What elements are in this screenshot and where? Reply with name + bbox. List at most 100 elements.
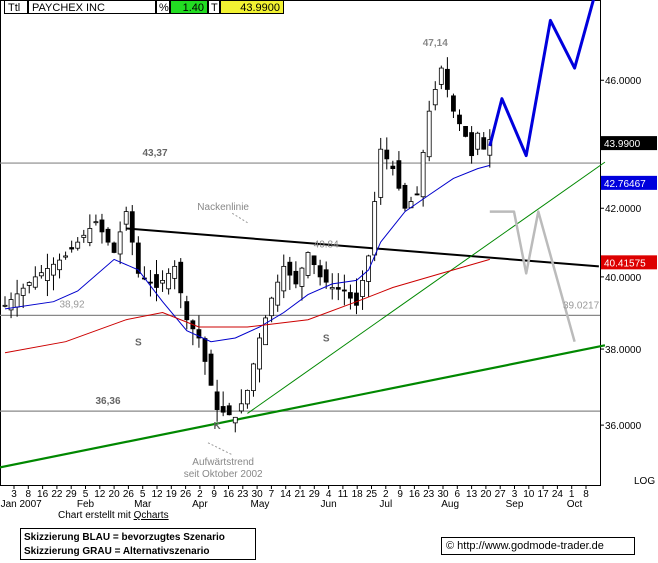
site-url: http://www.godmode-trader.de (457, 540, 604, 552)
scenario-legend: Skizzierung BLAU = bevorzugtes Szenario … (20, 528, 256, 560)
candle (57, 253, 62, 279)
percent-sign: % (156, 0, 170, 14)
candle (172, 260, 178, 290)
level-label: 38,92 (59, 299, 84, 310)
x-month-label: Apr (192, 499, 208, 510)
trend-line-steep_trend (247, 161, 606, 414)
candle (38, 265, 44, 279)
x-tick-label: 3 (512, 489, 518, 500)
candle-body (335, 287, 341, 290)
candle (372, 191, 378, 262)
candle (123, 206, 129, 231)
legend-blue-line: Skizzierung BLAU = bevorzugtes Szenario (24, 532, 225, 543)
candle (305, 251, 311, 279)
x-tick-label: 2 (383, 489, 389, 500)
candle (469, 126, 475, 164)
candle-body (111, 242, 117, 253)
candle (390, 160, 396, 176)
candle-body (214, 391, 220, 410)
candle-body (178, 261, 184, 294)
y-tick-label: 36.0000 (605, 421, 642, 432)
candle (226, 402, 232, 416)
change-value: 1.40 (170, 0, 208, 14)
x-tick-label: 20 (480, 489, 492, 500)
site-link[interactable]: © http://www.godmode-trader.de (441, 537, 635, 555)
candle (481, 132, 487, 150)
candle (281, 254, 287, 299)
candle-body (360, 280, 365, 297)
candle-body (275, 281, 281, 306)
candle-body (99, 219, 105, 233)
chart-mode-field[interactable]: Ttl (4, 0, 28, 14)
candle-body (457, 114, 462, 125)
candle-body (396, 160, 402, 189)
candle (354, 278, 359, 315)
x-tick-label: 5 (140, 489, 146, 500)
candle-body (220, 406, 226, 413)
nackenlinie-pointer (231, 212, 249, 224)
x-tick-label: 16 (223, 489, 235, 500)
type-flag: T (208, 0, 220, 14)
candle-body (226, 405, 232, 416)
annotation: S (323, 334, 330, 345)
candle (420, 149, 426, 207)
y-tick-label: 42.0000 (605, 204, 642, 215)
x-tick-label: 7 (269, 489, 275, 500)
candle (232, 416, 238, 433)
candle (329, 273, 335, 300)
candle (178, 258, 184, 309)
candle (166, 268, 172, 295)
candle (220, 391, 226, 417)
candle (451, 93, 456, 119)
annotation: S (135, 337, 142, 348)
candle-body (487, 139, 493, 156)
candle (214, 379, 220, 422)
candle-body (69, 247, 75, 250)
x-tick-label: 4 (326, 489, 332, 500)
candle-body (123, 211, 129, 225)
x-tick-label: 12 (151, 489, 163, 500)
candle (238, 389, 244, 414)
trend-line-aufwaertstrend (0, 344, 606, 469)
x-month-label: Sep (506, 499, 524, 510)
candle (251, 362, 256, 397)
candle-body (57, 259, 62, 271)
candle-body (166, 272, 172, 290)
candle (45, 253, 50, 297)
x-tick-label: 13 (466, 489, 478, 500)
x-tick-label: 12 (94, 489, 106, 500)
candle-body (160, 280, 165, 284)
candle (311, 255, 317, 275)
x-tick-label: 24 (552, 489, 564, 500)
x-month-label: Mar (134, 499, 152, 510)
candle-body (196, 329, 202, 339)
candle-body (117, 231, 123, 255)
y-tick-label: 46.0000 (605, 76, 642, 87)
candle (93, 214, 99, 226)
candle-body (293, 270, 299, 285)
annotation: Aufwärtstrend (192, 457, 254, 468)
x-tick-label: 29 (309, 489, 321, 500)
candle-body (38, 272, 44, 277)
candle-body (232, 416, 238, 424)
x-tick-label: 26 (180, 489, 192, 500)
scenario-blau (488, 0, 595, 158)
x-month-label: Jan 2007 (1, 499, 43, 510)
symbol-field[interactable]: PAYCHEX INC (28, 0, 156, 14)
candle (87, 214, 93, 247)
x-tick-label: 29 (66, 489, 78, 500)
y-tick-label: 40.0000 (605, 273, 642, 284)
candle-body (402, 184, 408, 209)
x-tick-label: 1 (569, 489, 575, 500)
level-label: 36,36 (95, 396, 120, 407)
candle (360, 270, 365, 310)
credit-tool-link[interactable]: Qcharts (133, 510, 169, 521)
candle (426, 100, 432, 162)
candle (160, 270, 165, 292)
candle (457, 109, 462, 131)
legend-grey-line: Skizzierung GRAU = Alternativszenario (24, 546, 210, 557)
candle (323, 261, 329, 289)
y-tick-label: 38.0000 (605, 345, 642, 356)
x-month-label: May (251, 499, 270, 510)
candle-body (208, 353, 214, 386)
